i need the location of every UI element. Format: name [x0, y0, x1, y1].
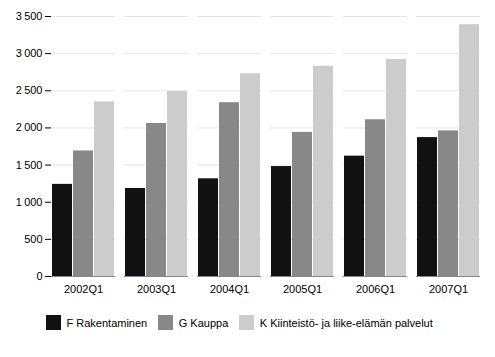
svg-text:2002Q1: 2002Q1 [64, 283, 103, 295]
svg-text:1 500: 1 500 [16, 159, 43, 171]
svg-text:1 000: 1 000 [16, 196, 43, 208]
svg-text:2007Q1: 2007Q1 [429, 283, 468, 295]
html-text:K Kiinteistö- ja liike-elämän: K Kiinteistö- ja liike-elämän palvelut [259, 316, 433, 329]
svg-text:2006Q1: 2006Q1 [356, 283, 395, 295]
svg-text:3 000: 3 000 [16, 47, 43, 59]
svg-text:2003Q1: 2003Q1 [137, 283, 176, 295]
html-text:F Rakentaminen: F Rakentaminen [66, 316, 148, 329]
svg-text:0: 0 [36, 270, 42, 282]
svg-text:3 500: 3 500 [16, 10, 43, 22]
html-text:G Kauppa: G Kauppa [178, 316, 229, 329]
svg-text:2 500: 2 500 [16, 84, 43, 96]
svg-text:2004Q1: 2004Q1 [210, 283, 249, 295]
svg-text:500: 500 [24, 233, 42, 245]
svg-text:2 000: 2 000 [16, 121, 43, 133]
svg-text:2005Q1: 2005Q1 [283, 283, 322, 295]
